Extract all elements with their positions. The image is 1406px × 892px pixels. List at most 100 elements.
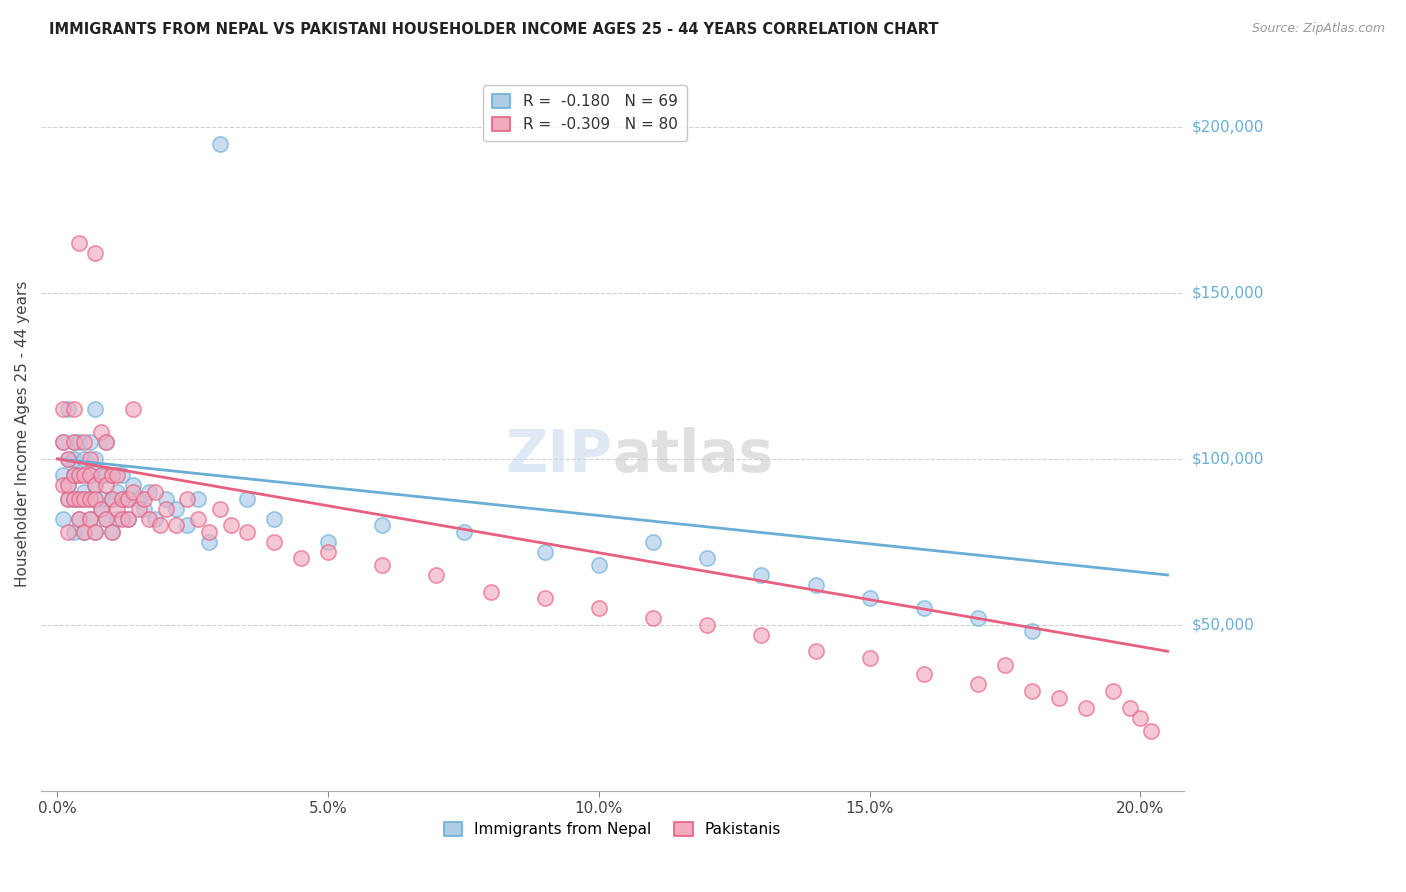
Point bbox=[62, 468, 84, 483]
Point bbox=[208, 136, 231, 151]
Point bbox=[79, 468, 101, 483]
Point bbox=[219, 518, 242, 533]
Point bbox=[73, 435, 96, 450]
Point bbox=[696, 551, 718, 566]
Point bbox=[316, 534, 339, 549]
Point bbox=[122, 485, 145, 500]
Point bbox=[62, 524, 84, 539]
Point bbox=[316, 545, 339, 559]
Point bbox=[967, 677, 990, 691]
Point bbox=[84, 491, 107, 506]
Point bbox=[187, 511, 209, 525]
Point bbox=[56, 524, 79, 539]
Point bbox=[67, 236, 90, 251]
Point bbox=[79, 435, 101, 450]
Point bbox=[105, 501, 128, 516]
Point bbox=[79, 468, 101, 483]
Point bbox=[236, 491, 259, 506]
Point bbox=[263, 534, 285, 549]
Point bbox=[122, 402, 145, 417]
Point bbox=[90, 468, 112, 483]
Point bbox=[56, 402, 79, 417]
Point bbox=[187, 491, 209, 506]
Point bbox=[79, 451, 101, 466]
Point bbox=[105, 485, 128, 500]
Point bbox=[111, 511, 134, 525]
Point bbox=[62, 491, 84, 506]
Point bbox=[533, 591, 555, 606]
Point bbox=[105, 468, 128, 483]
Point bbox=[588, 558, 610, 572]
Point bbox=[67, 511, 90, 525]
Point bbox=[751, 568, 773, 582]
Point bbox=[804, 578, 827, 592]
Point bbox=[100, 491, 122, 506]
Point bbox=[122, 478, 145, 492]
Point bbox=[111, 468, 134, 483]
Point bbox=[198, 534, 221, 549]
Point bbox=[62, 435, 84, 450]
Point bbox=[533, 545, 555, 559]
Point bbox=[73, 524, 96, 539]
Point bbox=[67, 435, 90, 450]
Point bbox=[371, 518, 394, 533]
Point bbox=[128, 501, 150, 516]
Point bbox=[52, 468, 75, 483]
Point bbox=[90, 468, 112, 483]
Text: $200,000: $200,000 bbox=[1192, 120, 1264, 135]
Point bbox=[641, 611, 664, 625]
Point bbox=[155, 491, 177, 506]
Point bbox=[94, 478, 117, 492]
Point bbox=[117, 511, 139, 525]
Point bbox=[94, 435, 117, 450]
Point bbox=[94, 511, 117, 525]
Point bbox=[132, 501, 155, 516]
Point bbox=[128, 491, 150, 506]
Point bbox=[62, 435, 84, 450]
Point bbox=[371, 558, 394, 572]
Point bbox=[73, 491, 96, 506]
Text: ZIP: ZIP bbox=[506, 427, 613, 483]
Text: Source: ZipAtlas.com: Source: ZipAtlas.com bbox=[1251, 22, 1385, 36]
Point bbox=[100, 524, 122, 539]
Point bbox=[105, 511, 128, 525]
Text: IMMIGRANTS FROM NEPAL VS PAKISTANI HOUSEHOLDER INCOME AGES 25 - 44 YEARS CORRELA: IMMIGRANTS FROM NEPAL VS PAKISTANI HOUSE… bbox=[49, 22, 939, 37]
Point bbox=[176, 518, 198, 533]
Point bbox=[62, 491, 84, 506]
Point bbox=[79, 491, 101, 506]
Point bbox=[56, 451, 79, 466]
Point bbox=[149, 518, 172, 533]
Point bbox=[100, 468, 122, 483]
Point bbox=[1102, 684, 1125, 698]
Point bbox=[290, 551, 312, 566]
Point bbox=[143, 485, 166, 500]
Point bbox=[1118, 700, 1140, 714]
Point bbox=[52, 402, 75, 417]
Point bbox=[56, 451, 79, 466]
Point bbox=[67, 468, 90, 483]
Point bbox=[94, 511, 117, 525]
Point bbox=[73, 524, 96, 539]
Point bbox=[696, 617, 718, 632]
Point bbox=[117, 491, 139, 506]
Point bbox=[100, 491, 122, 506]
Point bbox=[1047, 690, 1070, 705]
Point bbox=[79, 511, 101, 525]
Point bbox=[73, 491, 96, 506]
Point bbox=[52, 435, 75, 450]
Point bbox=[804, 644, 827, 658]
Point bbox=[641, 534, 664, 549]
Point bbox=[52, 435, 75, 450]
Point bbox=[73, 485, 96, 500]
Point bbox=[100, 524, 122, 539]
Point bbox=[90, 425, 112, 440]
Point bbox=[859, 591, 882, 606]
Point bbox=[176, 491, 198, 506]
Point bbox=[263, 511, 285, 525]
Point bbox=[67, 468, 90, 483]
Point bbox=[62, 468, 84, 483]
Point bbox=[138, 485, 160, 500]
Text: atlas: atlas bbox=[613, 427, 773, 483]
Point bbox=[912, 601, 935, 615]
Point bbox=[73, 468, 96, 483]
